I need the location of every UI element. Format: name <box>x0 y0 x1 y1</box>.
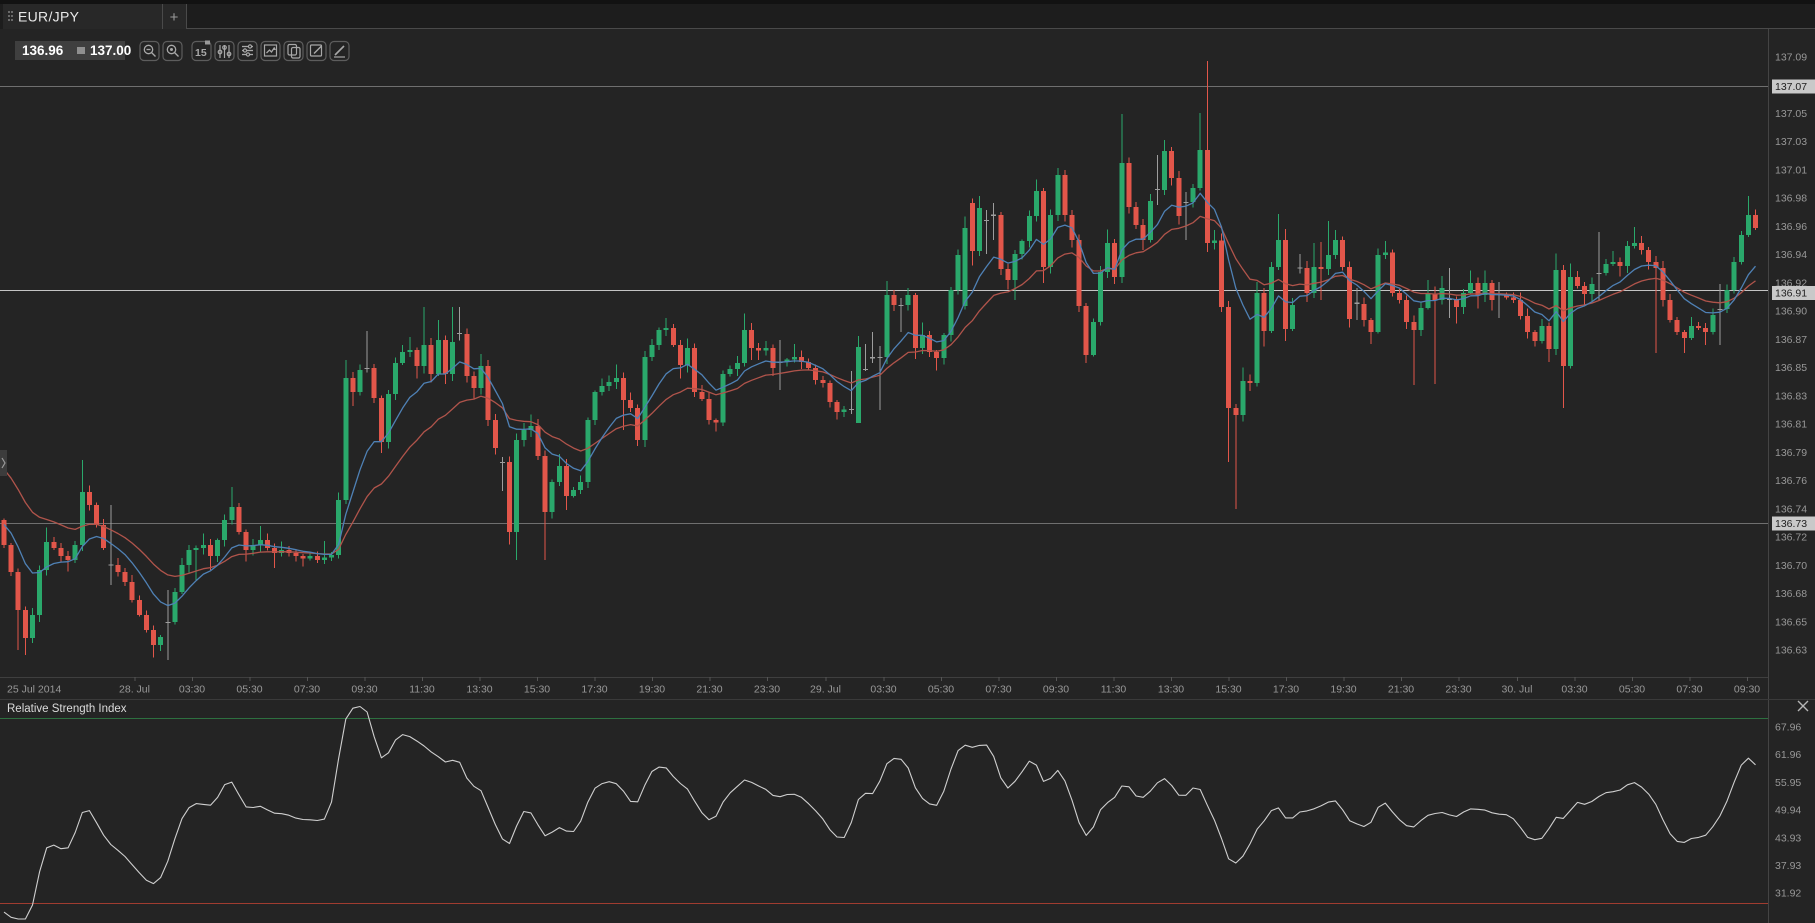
svg-text:137.09: 137.09 <box>1775 52 1807 64</box>
svg-text:EUR/JPY: EUR/JPY <box>18 9 80 25</box>
svg-text:11:30: 11:30 <box>1101 684 1127 696</box>
svg-text:11:30: 11:30 <box>409 684 435 696</box>
svg-text:55.95: 55.95 <box>1775 777 1801 789</box>
svg-text:03:30: 03:30 <box>179 684 205 696</box>
svg-text:136.96: 136.96 <box>1775 221 1807 233</box>
svg-text:09:30: 09:30 <box>1734 684 1760 696</box>
svg-text:61.96: 61.96 <box>1775 749 1801 761</box>
svg-text:136.79: 136.79 <box>1775 447 1807 459</box>
svg-text:136.90: 136.90 <box>1775 306 1807 318</box>
svg-text:21:30: 21:30 <box>1388 684 1414 696</box>
svg-text:23:30: 23:30 <box>1445 684 1471 696</box>
svg-text:136.98: 136.98 <box>1775 193 1807 205</box>
svg-text:15:30: 15:30 <box>1215 684 1241 696</box>
svg-text:28. Jul: 28. Jul <box>119 684 150 696</box>
svg-text:29. Jul: 29. Jul <box>810 684 841 696</box>
svg-text:136.96: 136.96 <box>22 43 64 58</box>
svg-text:136.87: 136.87 <box>1775 334 1807 346</box>
svg-text:137.03: 137.03 <box>1775 136 1807 148</box>
svg-text:37.93: 37.93 <box>1775 860 1801 872</box>
svg-text:21:30: 21:30 <box>696 684 722 696</box>
svg-text:136.73: 136.73 <box>1775 518 1807 530</box>
svg-text:137.01: 137.01 <box>1775 165 1807 177</box>
svg-text:07:30: 07:30 <box>294 684 320 696</box>
svg-text:09:30: 09:30 <box>351 684 377 696</box>
svg-text:15:30: 15:30 <box>524 684 550 696</box>
svg-text:136.91: 136.91 <box>1775 288 1807 300</box>
svg-text:19:30: 19:30 <box>1330 684 1356 696</box>
svg-text:15: 15 <box>195 47 207 59</box>
svg-text:30. Jul: 30. Jul <box>1502 684 1533 696</box>
svg-text:136.68: 136.68 <box>1775 588 1807 600</box>
svg-text:136.83: 136.83 <box>1775 390 1807 402</box>
svg-text:25 Jul 2014: 25 Jul 2014 <box>7 684 61 696</box>
svg-text:05:30: 05:30 <box>1619 684 1645 696</box>
svg-text:Relative Strength Index: Relative Strength Index <box>7 703 127 715</box>
svg-text:137.05: 137.05 <box>1775 108 1807 120</box>
svg-text:43.93: 43.93 <box>1775 832 1801 844</box>
svg-text:67.96: 67.96 <box>1775 722 1801 734</box>
svg-text:136.94: 136.94 <box>1775 249 1807 261</box>
svg-text:03:30: 03:30 <box>870 684 896 696</box>
svg-text:23:30: 23:30 <box>754 684 780 696</box>
svg-text:07:30: 07:30 <box>1676 684 1702 696</box>
svg-text:136.85: 136.85 <box>1775 362 1807 374</box>
svg-text:31.92: 31.92 <box>1775 888 1801 900</box>
svg-text:136.72: 136.72 <box>1775 532 1807 544</box>
svg-text:136.63: 136.63 <box>1775 645 1807 657</box>
svg-text:17:30: 17:30 <box>1273 684 1299 696</box>
svg-text:05:30: 05:30 <box>928 684 954 696</box>
svg-text:+: + <box>170 9 179 26</box>
svg-text:137.07: 137.07 <box>1775 81 1807 93</box>
svg-text:03:30: 03:30 <box>1561 684 1587 696</box>
svg-text:136.81: 136.81 <box>1775 419 1807 431</box>
svg-text:137.00: 137.00 <box>90 43 131 58</box>
svg-text:136.65: 136.65 <box>1775 616 1807 628</box>
svg-text:19:30: 19:30 <box>639 684 665 696</box>
svg-text:49.94: 49.94 <box>1775 805 1801 817</box>
svg-text:05:30: 05:30 <box>236 684 262 696</box>
svg-text:136.70: 136.70 <box>1775 560 1807 572</box>
svg-text:13:30: 13:30 <box>466 684 492 696</box>
svg-text:17:30: 17:30 <box>581 684 607 696</box>
svg-text:136.74: 136.74 <box>1775 503 1807 515</box>
svg-text:13:30: 13:30 <box>1158 684 1184 696</box>
svg-text:07:30: 07:30 <box>985 684 1011 696</box>
svg-text:136.76: 136.76 <box>1775 475 1807 487</box>
svg-text:09:30: 09:30 <box>1043 684 1069 696</box>
